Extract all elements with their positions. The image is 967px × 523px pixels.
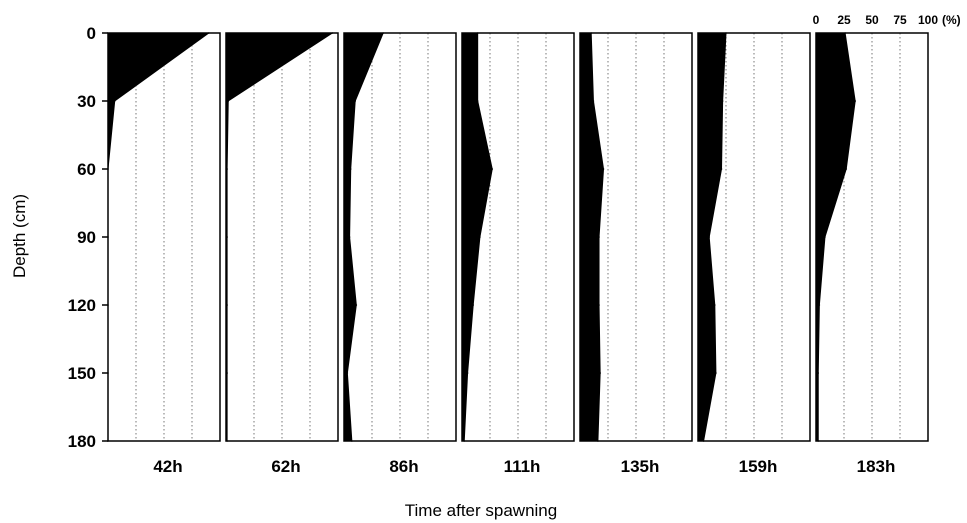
panel-label: 159h <box>739 457 778 476</box>
panel-183h: 183h <box>815 32 929 476</box>
data-point <box>476 100 479 102</box>
panel-label: 62h <box>271 457 300 476</box>
data-point <box>598 304 600 306</box>
y-tick-label: 180 <box>68 432 96 451</box>
distribution-area <box>697 32 727 442</box>
panel-frame <box>815 32 929 442</box>
data-point <box>479 236 481 238</box>
panels: 42h 62h 86h 111h 135h 159h 183h <box>107 32 929 476</box>
percent-axis: 0 25 50 75 100 (%) <box>813 13 961 27</box>
panel-frame <box>461 32 575 442</box>
data-point <box>845 168 848 170</box>
data-point <box>720 168 723 170</box>
distribution-area <box>461 32 493 442</box>
y-tick-label: 60 <box>77 160 96 179</box>
data-point <box>349 168 352 170</box>
panel-86h: 86h <box>343 32 457 476</box>
x-tick-label: 0 <box>813 13 820 27</box>
data-point <box>466 372 469 374</box>
panel-label: 86h <box>389 457 418 476</box>
x-tick-label: 75 <box>893 13 907 27</box>
x-tick-label: 100 <box>918 13 938 27</box>
x-unit-label: (%) <box>942 13 961 27</box>
data-point <box>817 372 820 374</box>
y-tick-label: 30 <box>77 92 96 111</box>
data-point <box>592 100 595 102</box>
data-point <box>714 304 716 306</box>
y-tick-label: 0 <box>87 24 96 43</box>
data-point <box>348 236 351 238</box>
panel-frame <box>579 32 693 442</box>
y-tick-label: 120 <box>68 296 96 315</box>
data-point <box>854 100 856 102</box>
panel-159h: 159h <box>697 32 811 476</box>
data-point <box>354 100 357 102</box>
panel-frame <box>697 32 811 442</box>
panel-label: 111h <box>504 457 541 476</box>
panel-label: 183h <box>857 457 896 476</box>
data-point <box>824 236 826 238</box>
y-axis: 0 30 60 90 120 150 180 <box>68 24 108 451</box>
panel-frame <box>107 32 221 442</box>
y-axis-title: Depth (cm) <box>10 194 29 278</box>
data-point <box>599 372 601 374</box>
x-tick-label: 25 <box>837 13 851 27</box>
distribution-area <box>579 32 605 442</box>
data-point <box>708 236 710 238</box>
panel-42h: 42h <box>107 32 221 476</box>
data-point <box>113 100 116 102</box>
data-point <box>355 304 358 306</box>
y-tick-label: 90 <box>77 228 96 247</box>
distribution-area <box>815 32 856 442</box>
panel-62h: 62h <box>225 32 339 476</box>
y-tick-label: 150 <box>68 364 96 383</box>
panel-frame <box>343 32 457 442</box>
panel-label: 135h <box>621 457 660 476</box>
panel-111h: 111h <box>461 32 575 476</box>
distribution-area <box>107 32 211 441</box>
panel-135h: 135h <box>579 32 693 476</box>
data-point <box>598 236 600 238</box>
data-point <box>818 304 821 306</box>
x-tick-label: 50 <box>865 13 879 27</box>
distribution-area <box>225 32 335 442</box>
x-axis-title: Time after spawning <box>405 501 557 520</box>
data-point <box>715 372 717 374</box>
panel-label: 42h <box>153 457 182 476</box>
data-point <box>227 100 230 102</box>
data-point <box>472 304 475 306</box>
data-point <box>721 100 724 102</box>
data-point <box>602 168 605 170</box>
data-point <box>491 168 494 170</box>
panel-frame <box>225 32 339 442</box>
data-point <box>346 372 349 374</box>
